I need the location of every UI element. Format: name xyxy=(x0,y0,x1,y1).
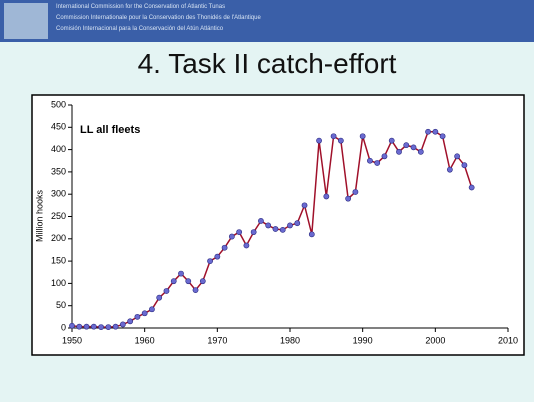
data-point xyxy=(417,148,424,155)
data-point xyxy=(127,318,134,325)
y-tick-label: 250 xyxy=(51,211,66,221)
data-point xyxy=(301,202,308,209)
data-point xyxy=(468,184,475,191)
data-point xyxy=(454,153,461,160)
data-point xyxy=(396,148,402,155)
x-tick-label: 2010 xyxy=(498,335,518,345)
data-point xyxy=(83,323,90,330)
data-point xyxy=(112,323,119,330)
data-point xyxy=(439,133,446,140)
x-tick-label: 1960 xyxy=(135,335,155,345)
data-point xyxy=(403,142,410,149)
data-point xyxy=(265,222,272,229)
data-point xyxy=(446,166,453,173)
data-point xyxy=(432,128,439,135)
data-point xyxy=(178,270,184,277)
data-point xyxy=(69,322,75,329)
logo xyxy=(4,3,48,39)
data-point xyxy=(119,321,126,328)
y-tick-label: 500 xyxy=(51,99,66,109)
y-axis-label: Million hooks xyxy=(34,189,44,242)
banner-line: International Commission for the Conserv… xyxy=(56,4,226,10)
data-point xyxy=(425,128,431,135)
data-point xyxy=(359,133,366,140)
data-point xyxy=(330,133,337,140)
data-point xyxy=(250,229,257,236)
banner: International Commission for the Conserv… xyxy=(0,0,534,42)
data-point xyxy=(185,278,192,285)
data-point xyxy=(337,137,344,144)
data-point xyxy=(192,287,199,293)
y-tick-label: 450 xyxy=(51,122,66,132)
x-tick-label: 1950 xyxy=(62,335,82,345)
data-point xyxy=(367,157,373,164)
y-tick-label: 50 xyxy=(56,300,66,310)
data-point xyxy=(243,242,250,249)
data-point xyxy=(308,231,315,238)
y-tick-label: 100 xyxy=(51,278,66,288)
data-point xyxy=(374,160,381,166)
y-tick-label: 350 xyxy=(51,166,66,176)
x-tick-label: 1990 xyxy=(353,335,373,345)
annotation: LL all fleets xyxy=(80,124,140,136)
data-point xyxy=(221,244,228,251)
data-point xyxy=(90,323,97,330)
data-point xyxy=(228,233,235,240)
data-point xyxy=(163,288,170,294)
data-point xyxy=(149,306,155,313)
data-point xyxy=(105,324,112,331)
y-tick-label: 200 xyxy=(51,233,66,243)
data-point xyxy=(461,162,468,169)
banner-line: Commission Internationale pour la Conser… xyxy=(56,15,261,21)
data-point xyxy=(316,137,322,144)
data-point xyxy=(214,253,221,260)
data-point xyxy=(134,313,141,320)
x-tick-label: 1970 xyxy=(207,335,227,345)
data-point xyxy=(258,218,264,224)
data-point xyxy=(410,144,417,151)
data-point xyxy=(272,226,279,232)
data-point xyxy=(156,294,163,301)
data-point xyxy=(207,258,213,264)
data-point xyxy=(287,222,293,229)
y-tick-label: 0 xyxy=(61,322,66,332)
x-tick-label: 2000 xyxy=(425,335,445,345)
data-point xyxy=(76,323,83,330)
y-tick-label: 150 xyxy=(51,255,66,265)
data-point xyxy=(345,195,352,202)
data-point xyxy=(352,189,359,195)
data-point xyxy=(294,220,301,227)
x-tick-label: 1980 xyxy=(280,335,300,345)
data-point xyxy=(141,310,148,317)
data-point xyxy=(199,278,206,285)
data-point xyxy=(279,226,286,233)
data-point xyxy=(381,153,388,160)
data-point xyxy=(98,324,104,331)
y-tick-label: 300 xyxy=(51,189,66,199)
slide-title: 4. Task II catch-effort xyxy=(137,48,397,79)
data-point xyxy=(323,193,330,200)
data-point xyxy=(388,137,395,144)
data-point xyxy=(170,278,177,285)
data-point xyxy=(236,229,243,236)
banner-line: Comisión Internacional para la Conservac… xyxy=(56,26,224,32)
y-tick-label: 400 xyxy=(51,144,66,154)
